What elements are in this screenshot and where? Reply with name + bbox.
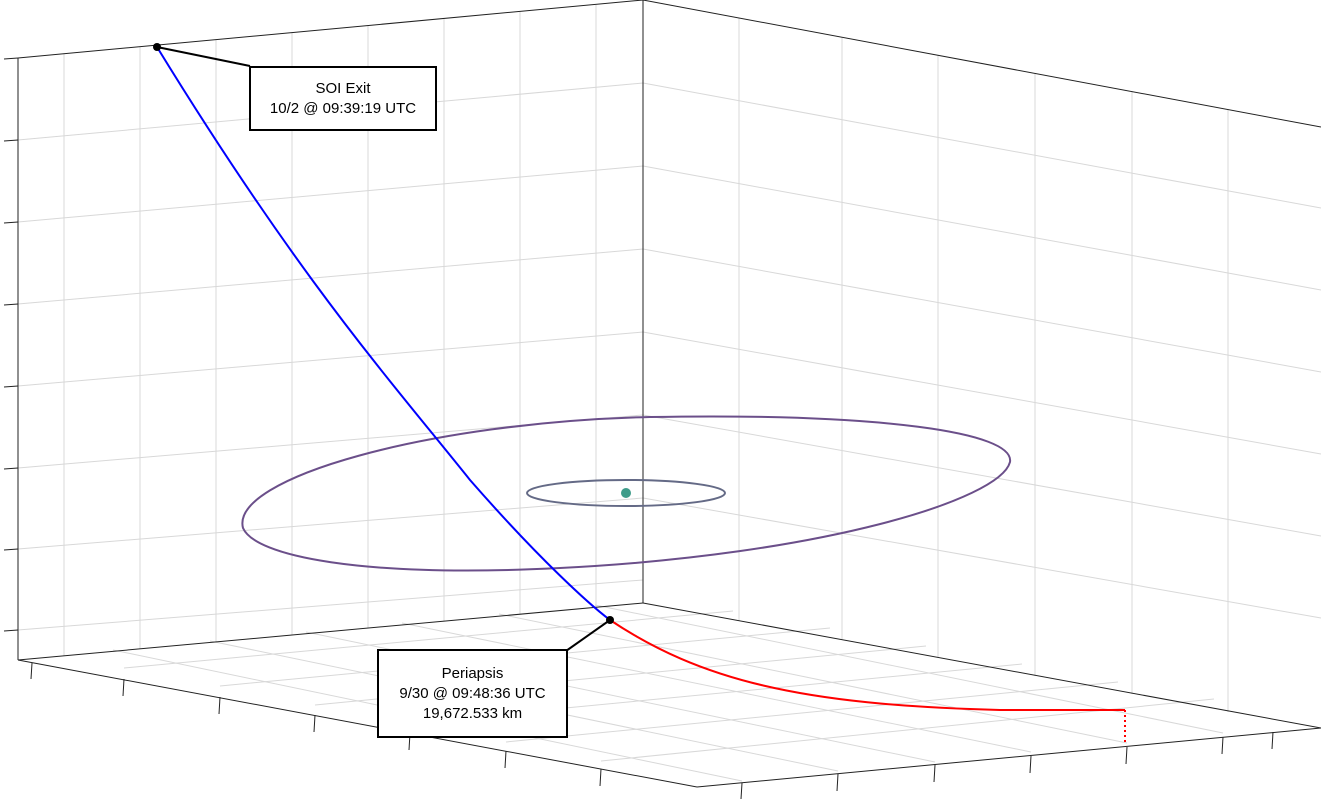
arrival-trajectory bbox=[609, 619, 1125, 711]
axes-frame bbox=[17, 0, 1321, 788]
axis-ticks bbox=[3, 57, 1274, 800]
periapsis-leader bbox=[565, 619, 611, 652]
departure-trajectory bbox=[156, 46, 611, 621]
central-body bbox=[621, 488, 631, 498]
soi-exit-marker bbox=[153, 43, 161, 51]
periapsis-altitude: 19,672.533 km bbox=[422, 704, 523, 722]
soi-exit-leader bbox=[156, 46, 251, 67]
soi-exit-time: 10/2 @ 09:39:19 UTC bbox=[269, 99, 417, 117]
back-right-wall bbox=[642, 18, 1321, 712]
periapsis-title: Periapsis bbox=[441, 664, 504, 682]
back-left-wall bbox=[17, 0, 644, 660]
inner-orbit bbox=[526, 479, 726, 507]
soi-exit-callout: SOI Exit 10/2 @ 09:39:19 UTC bbox=[249, 66, 437, 131]
soi-exit-title: SOI Exit bbox=[315, 79, 371, 97]
back-right-wall-grid bbox=[642, 18, 1321, 712]
periapsis-marker bbox=[606, 616, 614, 624]
periapsis-callout: Periapsis 9/30 @ 09:48:36 UTC 19,672.533… bbox=[377, 649, 568, 738]
periapsis-time: 9/30 @ 09:48:36 UTC bbox=[399, 684, 546, 702]
